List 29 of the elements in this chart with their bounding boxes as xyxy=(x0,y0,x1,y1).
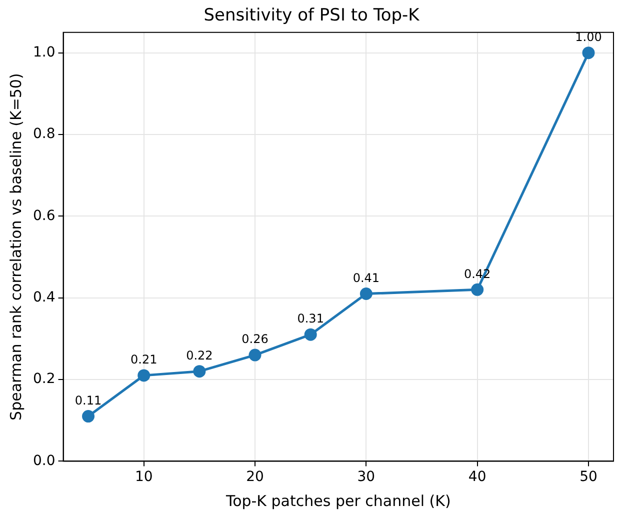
y-tick-label: 0.2 xyxy=(33,371,56,388)
y-tick-label: 0.0 xyxy=(33,452,56,469)
y-axis-title: Spearman rank correlation vs baseline (K=50) xyxy=(6,73,25,420)
data-label: 0.11 xyxy=(74,393,102,408)
point xyxy=(248,348,262,362)
data-label: 0.22 xyxy=(186,348,213,362)
point xyxy=(138,369,150,382)
x-tick-label: 50 xyxy=(580,469,598,486)
data-label: 0.21 xyxy=(130,352,158,367)
point xyxy=(304,328,317,341)
data-label: 0.26 xyxy=(242,332,268,346)
chart-title: Sensitivity of PSI to Top-K xyxy=(204,6,420,26)
x-tick-label: 40 xyxy=(468,469,486,486)
x-tick-label: 30 xyxy=(357,469,376,486)
x-axis-title: Top-K patches per channel (K) xyxy=(224,492,451,510)
y-tick-label: 0.6 xyxy=(33,208,56,224)
y-tick-label: 0.4 xyxy=(33,289,56,306)
data-label: 1.00 xyxy=(575,30,602,44)
point xyxy=(582,46,595,60)
point xyxy=(193,365,206,378)
x-tick-label: 10 xyxy=(134,469,153,486)
x-tick-label: 20 xyxy=(246,469,264,486)
data-label: 0.41 xyxy=(352,270,380,285)
point xyxy=(471,283,484,296)
data-label: 0.31 xyxy=(297,312,324,326)
point xyxy=(82,410,95,423)
y-tick-label: 0.8 xyxy=(33,126,56,142)
y-tick-label: 1.0 xyxy=(33,44,56,60)
point xyxy=(360,288,372,300)
